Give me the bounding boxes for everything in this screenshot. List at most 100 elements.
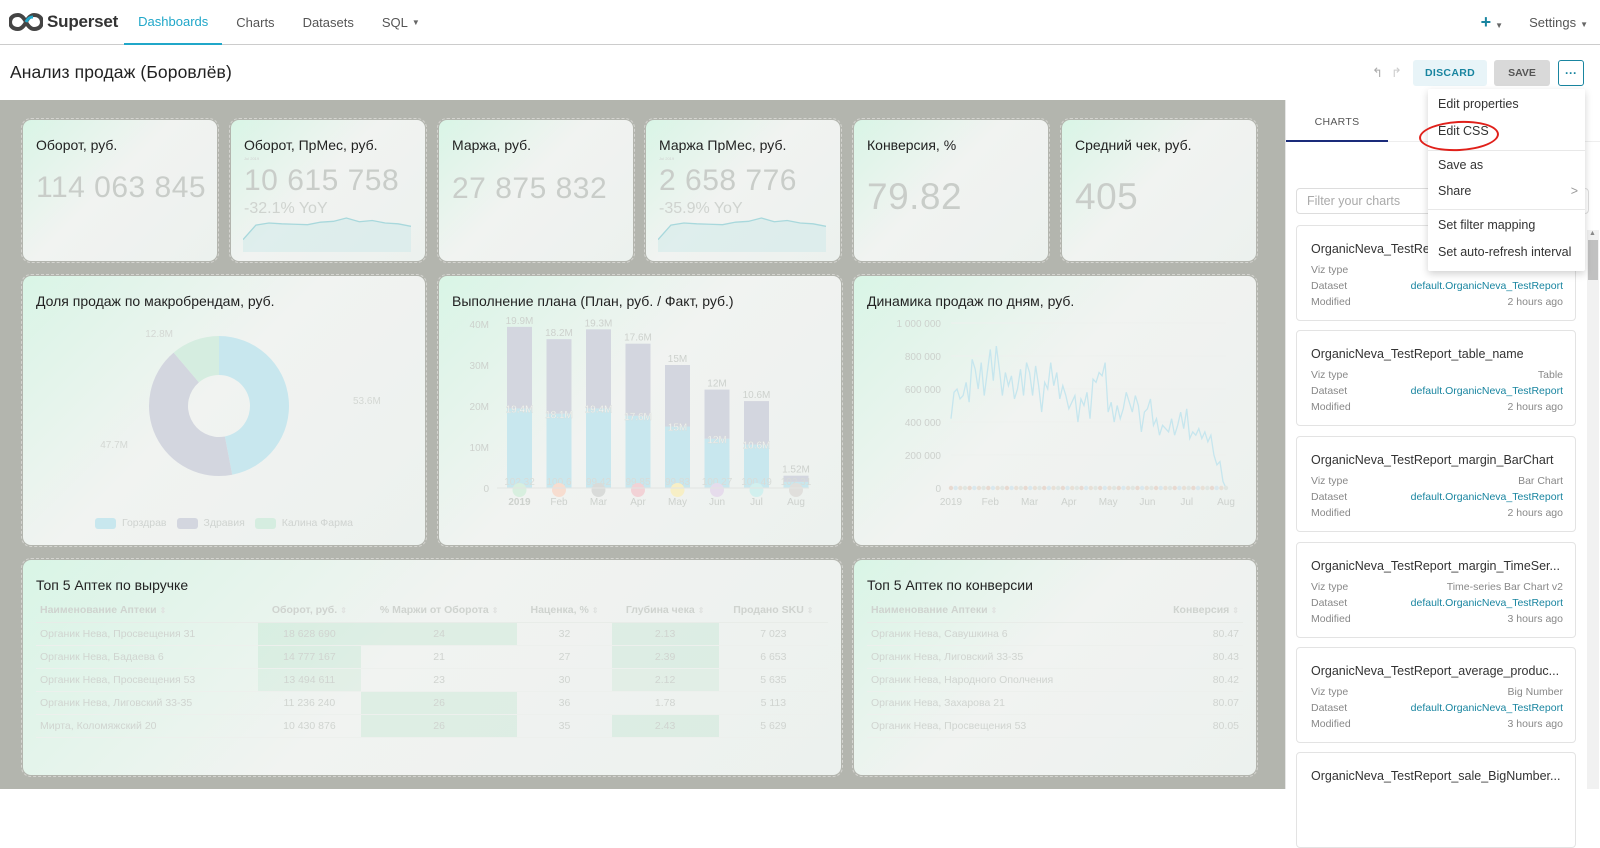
table-row[interactable]: Органик Нева, Просвещения 53 13 494 611 23… — [36, 668, 828, 692]
menu-item-edit-css[interactable]: Edit CSS — [1438, 124, 1489, 138]
big-number-card[interactable]: Средний чек, руб. 405 — [1060, 118, 1258, 263]
table-row[interactable]: Органик Нева, Лиговский 33-35 80.43 — [867, 645, 1243, 669]
settings-label: Settings — [1529, 15, 1577, 30]
table-row[interactable]: Органик Нева, Савушкина 6 80.47 — [867, 622, 1243, 646]
chart-card[interactable]: OrganicNeva_TestReport_margin_BarChart Vi… — [1296, 436, 1576, 532]
card-title: Конверсия, % — [867, 137, 957, 153]
column-header[interactable]: Наименование Аптеки ⇕ — [36, 598, 258, 623]
more-options-button[interactable]: ··· — [1558, 60, 1584, 86]
sort-icon[interactable]: ⇕ — [1232, 605, 1239, 615]
menu-item-set-filter-mapping[interactable]: Set filter mapping — [1438, 218, 1536, 232]
sort-icon[interactable]: ⇕ — [990, 605, 998, 615]
table-row[interactable]: Органик Нева, Просвещения 53 80.05 — [867, 714, 1243, 738]
table-row[interactable]: Органик Нева, Бадаева 6 14 777 167 21 27 2.3… — [36, 645, 828, 669]
table-cell: 80.05 — [1137, 714, 1243, 738]
table-card-revenue[interactable]: Топ 5 Аптек по выручке Наименование Апте… — [21, 558, 843, 777]
donut-chart-card[interactable]: Доля продаж по макробрендам, руб. 53.6M 4… — [21, 274, 427, 547]
table-row[interactable]: Органик Нева, Просвещения 31 18 628 690 24… — [36, 622, 828, 646]
column-header-label: Конверсия — [1173, 603, 1230, 616]
chart-card[interactable]: OrganicNeva_TestReport_table_name Viz typ… — [1296, 330, 1576, 426]
bar-plan — [507, 326, 532, 409]
big-number-card[interactable]: Маржа ПрМес, руб. Jul 2019 2 658 776 -35… — [644, 118, 842, 263]
nav-dashboards[interactable]: Dashboards — [124, 0, 223, 45]
nav-datasets[interactable]: Datasets — [289, 0, 368, 45]
column-header[interactable]: Продано SKU ⇕ — [718, 598, 828, 623]
menu-item-edit-properties[interactable]: Edit properties — [1438, 97, 1519, 111]
chart-card[interactable]: OrganicNeva_TestReport_average_produc...… — [1296, 647, 1576, 743]
big-number-card[interactable]: Оборот, ПрМес, руб. Jul 2019 10 615 758 … — [229, 118, 427, 263]
legend-item[interactable]: Горздрав — [94, 517, 167, 529]
chart-card[interactable]: OrganicNeva_TestReport_margin_TimeSer...… — [1296, 542, 1576, 638]
redo-icon[interactable]: ↱ — [1391, 65, 1402, 80]
column-header[interactable]: Наименование Аптеки ⇕ — [867, 598, 1138, 623]
column-header[interactable]: Глубина чека ⇕ — [611, 598, 719, 623]
table-cell: Органик Нева, Народного Ополчения — [867, 668, 1138, 692]
sort-icon[interactable]: ⇕ — [159, 605, 167, 615]
menu-item-share[interactable]: Share > — [1438, 184, 1578, 198]
table-row[interactable]: Органик Нева, Захарова 21 80.07 — [867, 691, 1243, 715]
brand-name: Superset — [47, 12, 119, 31]
x-axis-marker — [1051, 485, 1056, 491]
dataset-link[interactable]: default.OrganicNeva_TestReport — [1410, 280, 1563, 292]
table-cell: Органик Нева, Савушкина 6 — [867, 622, 1138, 646]
x-axis-marker — [1195, 485, 1201, 491]
table-cell: Органик Нева, Просвещения 53 — [867, 714, 1138, 738]
new-button[interactable]: + ▼ — [1481, 12, 1503, 33]
chart-card-modified-row: Modified 2 hours ago — [1311, 296, 1563, 308]
table-card-conversion[interactable]: Топ 5 Аптек по конверсии Наименование Ап… — [852, 558, 1258, 777]
nav-sql[interactable]: SQL ▼ — [368, 0, 434, 45]
field-label: Modified — [1311, 718, 1351, 730]
x-axis-marker — [976, 485, 982, 491]
legend-swatch — [176, 517, 198, 529]
sort-icon[interactable]: ⇕ — [340, 605, 347, 615]
x-axis-marker — [1056, 485, 1061, 491]
column-header[interactable]: % Маржи от Оборота ⇕ — [360, 598, 518, 623]
dataset-link[interactable]: default.OrganicNeva_TestReport — [1410, 491, 1563, 503]
table-cell: 10 430 876 — [258, 714, 361, 738]
column-header[interactable]: Конверсия ⇕ — [1137, 598, 1243, 623]
big-number-card[interactable]: Оборот, руб. 114 063 845 — [21, 118, 219, 263]
big-number-card[interactable]: Маржа, руб. 27 875 832 — [437, 118, 635, 263]
sort-icon[interactable]: ⇕ — [697, 605, 705, 615]
undo-icon[interactable]: ↰ — [1372, 65, 1383, 80]
settings-menu[interactable]: Settings ▼ — [1529, 15, 1588, 30]
line-chart-card[interactable]: Динамика продаж по дням, руб. 0 200 000 40… — [852, 274, 1258, 547]
x-axis-marker — [1158, 485, 1163, 491]
menu-item-save-as[interactable]: Save as — [1438, 158, 1484, 172]
save-button[interactable]: SAVE — [1494, 60, 1550, 86]
table-row[interactable]: Органик Нева, Лиговский 33-35 11 236 240 2… — [36, 691, 828, 715]
nav-charts[interactable]: Charts — [222, 0, 288, 45]
dashboard-title[interactable]: Анализ продаж (Боровлёв) — [10, 62, 232, 82]
x-axis-marker — [990, 485, 996, 491]
dataset-link[interactable]: default.OrganicNeva_TestReport — [1410, 597, 1563, 609]
menu-item-share-label: Share — [1438, 184, 1472, 198]
table-row[interactable]: Мирта, Коломяжский 20 10 430 876 26 35 2.43 5… — [36, 714, 828, 738]
sort-icon[interactable]: ⇕ — [806, 605, 814, 615]
big-number-card[interactable]: Конверсия, % 79.82 — [852, 118, 1050, 263]
legend-item[interactable]: Калина Фарма — [254, 517, 353, 529]
column-header[interactable]: Наценка, % ⇕ — [517, 598, 612, 623]
bar-plan — [783, 475, 809, 482]
x-axis-marker — [1069, 485, 1075, 491]
discard-button[interactable]: DISCARD — [1413, 60, 1487, 86]
column-header[interactable]: Оборот, руб. ⇕ — [258, 598, 361, 623]
sort-icon[interactable]: ⇕ — [591, 605, 599, 615]
scroll-up-icon[interactable]: ▲ — [1589, 230, 1596, 237]
scrollbar-thumb[interactable] — [1588, 240, 1598, 280]
table-row[interactable]: Органик Нева, Народного Ополчения 80.42 — [867, 668, 1243, 692]
x-tick-label: May — [1099, 497, 1118, 508]
bar-chart-card[interactable]: Выполнение плана (План, руб. / Факт, руб… — [437, 274, 843, 547]
x-axis-marker — [1149, 485, 1154, 491]
legend-label: Здравия — [203, 517, 245, 529]
chart-card[interactable]: OrganicNeva_TestReport_sale_BigNumber... — [1296, 752, 1576, 848]
superset-logo[interactable]: Superset — [9, 0, 118, 45]
dataset-link[interactable]: default.OrganicNeva_TestReport — [1410, 702, 1563, 714]
menu-item-set-auto-refresh[interactable]: Set auto-refresh interval — [1438, 245, 1572, 259]
yoy-change: -32.1% YoY — [244, 200, 328, 217]
tab-charts[interactable]: CHARTS — [1286, 100, 1388, 142]
sort-icon[interactable]: ⇕ — [491, 605, 499, 615]
dataset-link[interactable]: default.OrganicNeva_TestReport — [1410, 385, 1563, 397]
legend-item[interactable]: Здравия — [176, 517, 245, 529]
series-marker — [670, 483, 685, 497]
panel-scrollbar[interactable]: ▲ — [1587, 230, 1599, 789]
